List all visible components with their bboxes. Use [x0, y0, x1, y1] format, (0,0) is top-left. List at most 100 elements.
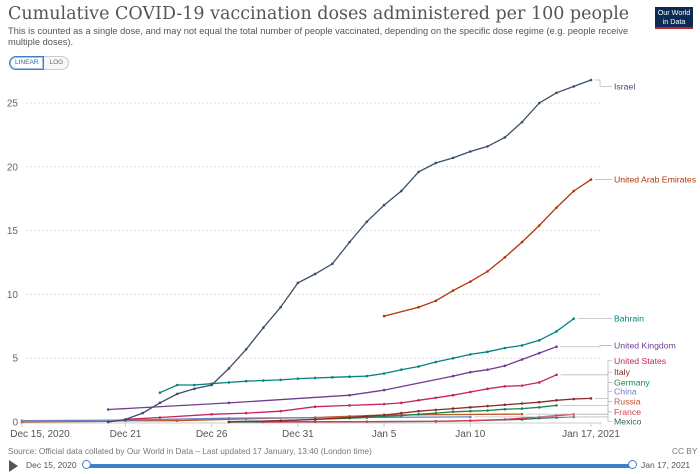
data-point [158, 416, 162, 419]
label-connector [560, 382, 612, 406]
log-scale-button[interactable]: LOG [44, 56, 70, 70]
data-point [589, 178, 593, 181]
data-point [555, 91, 558, 95]
data-point [434, 161, 438, 165]
data-point [503, 384, 507, 388]
data-point [331, 262, 334, 266]
x-tick-label: Dec 31 [282, 429, 314, 440]
data-point [520, 384, 524, 387]
data-point [313, 418, 317, 421]
source-note: Source: Official data collated by Our Wo… [8, 446, 372, 456]
data-point [279, 378, 282, 382]
series-labels: Israel United Arab Emirates Bahrain United … [474, 79, 697, 426]
data-point [417, 170, 420, 174]
y-tick-label: 20 [7, 162, 19, 173]
series-line-france [263, 413, 574, 423]
data-point [589, 397, 593, 400]
data-point [313, 405, 317, 408]
data-point [486, 368, 489, 371]
y-tick-label: 5 [12, 354, 18, 365]
data-point [348, 240, 351, 244]
data-point [227, 420, 231, 424]
data-point [210, 383, 213, 387]
data-point [451, 374, 455, 378]
data-point [262, 379, 265, 382]
series-label-italy: Italy [614, 367, 631, 377]
x-tick-label: Dec 15, 2020 [10, 429, 70, 440]
data-point [417, 409, 420, 413]
data-point [227, 416, 231, 420]
series-label-china: China [614, 386, 637, 396]
grid-lines [20, 102, 602, 424]
timeline-start-handle[interactable] [82, 460, 91, 469]
data-point [469, 280, 472, 283]
data-point [365, 220, 369, 223]
series-label-united-kingdom: United Kingdom [614, 340, 676, 350]
data-point [434, 411, 438, 415]
x-axis-ticks: Dec 15, 2020 Dec 21 Dec 26 Dec 31 Jan 5 Jan 1… [10, 423, 620, 440]
series-line-italy [228, 397, 592, 423]
owid-logo[interactable]: Our World in Data [655, 7, 693, 29]
data-point [486, 270, 489, 273]
data-point [451, 356, 455, 360]
data-point [141, 411, 144, 415]
play-icon[interactable] [9, 460, 18, 472]
data-point [175, 383, 179, 387]
data-point [451, 407, 455, 410]
data-point [227, 401, 231, 405]
data-point [486, 145, 489, 148]
data-point [382, 388, 386, 392]
y-tick-label: 25 [7, 99, 19, 110]
data-point [555, 330, 558, 333]
series-line-united-states [125, 374, 557, 421]
data-point [469, 150, 472, 153]
data-point [348, 404, 351, 407]
x-tick-label: Dec 21 [110, 429, 142, 440]
data-point [382, 314, 386, 318]
data-point [520, 358, 524, 361]
label-connector [526, 401, 612, 415]
data-point [382, 372, 386, 375]
data-point [451, 410, 455, 414]
series-label-united-states: United States [614, 356, 667, 366]
license-link[interactable]: CC BY [672, 446, 698, 456]
data-point [417, 399, 420, 402]
data-point [193, 387, 196, 391]
timeline-track[interactable] [86, 464, 632, 468]
data-point [348, 416, 351, 419]
data-point [175, 419, 179, 423]
x-tick-label: Jan 10 [455, 429, 485, 440]
timeline-start-label: Dec 15, 2020 [26, 460, 77, 470]
data-point [486, 350, 489, 354]
logo-line-1: Our World [657, 8, 691, 17]
x-tick-label: Dec 26 [196, 429, 228, 440]
data-point [503, 346, 507, 350]
line-chart: 0 5 10 15 20 25 Dec 15, 2020 Dec 21 Dec 26 Dec 3… [7, 78, 697, 440]
series-label-germany: Germany [614, 377, 650, 387]
x-tick-label: Jan 17, 2021 [562, 429, 620, 440]
y-tick-label: 15 [7, 226, 19, 237]
linear-scale-button[interactable]: LINEAR [9, 56, 45, 70]
data-point [486, 409, 489, 412]
scale-toggle: LINEAR LOG [9, 56, 70, 70]
data-point [451, 393, 455, 397]
data-point [572, 189, 576, 193]
y-axis-ticks: 0 5 10 15 20 25 [7, 99, 19, 429]
data-point [106, 408, 110, 411]
data-point [296, 377, 300, 380]
data-point [434, 420, 438, 423]
x-tick-label: Jan 5 [372, 429, 397, 440]
data-point [520, 402, 524, 405]
series-label-israel: Israel [614, 81, 635, 91]
data-point [382, 203, 386, 207]
y-tick-label: 0 [12, 418, 18, 429]
data-point [555, 373, 558, 377]
label-connector [560, 360, 612, 376]
data-point [503, 256, 507, 259]
data-point [296, 281, 300, 285]
label-connector [560, 345, 612, 348]
data-point [572, 85, 576, 88]
timeline-end-handle[interactable] [628, 460, 637, 469]
y-tick-label: 10 [7, 290, 19, 301]
data-point [279, 409, 282, 413]
